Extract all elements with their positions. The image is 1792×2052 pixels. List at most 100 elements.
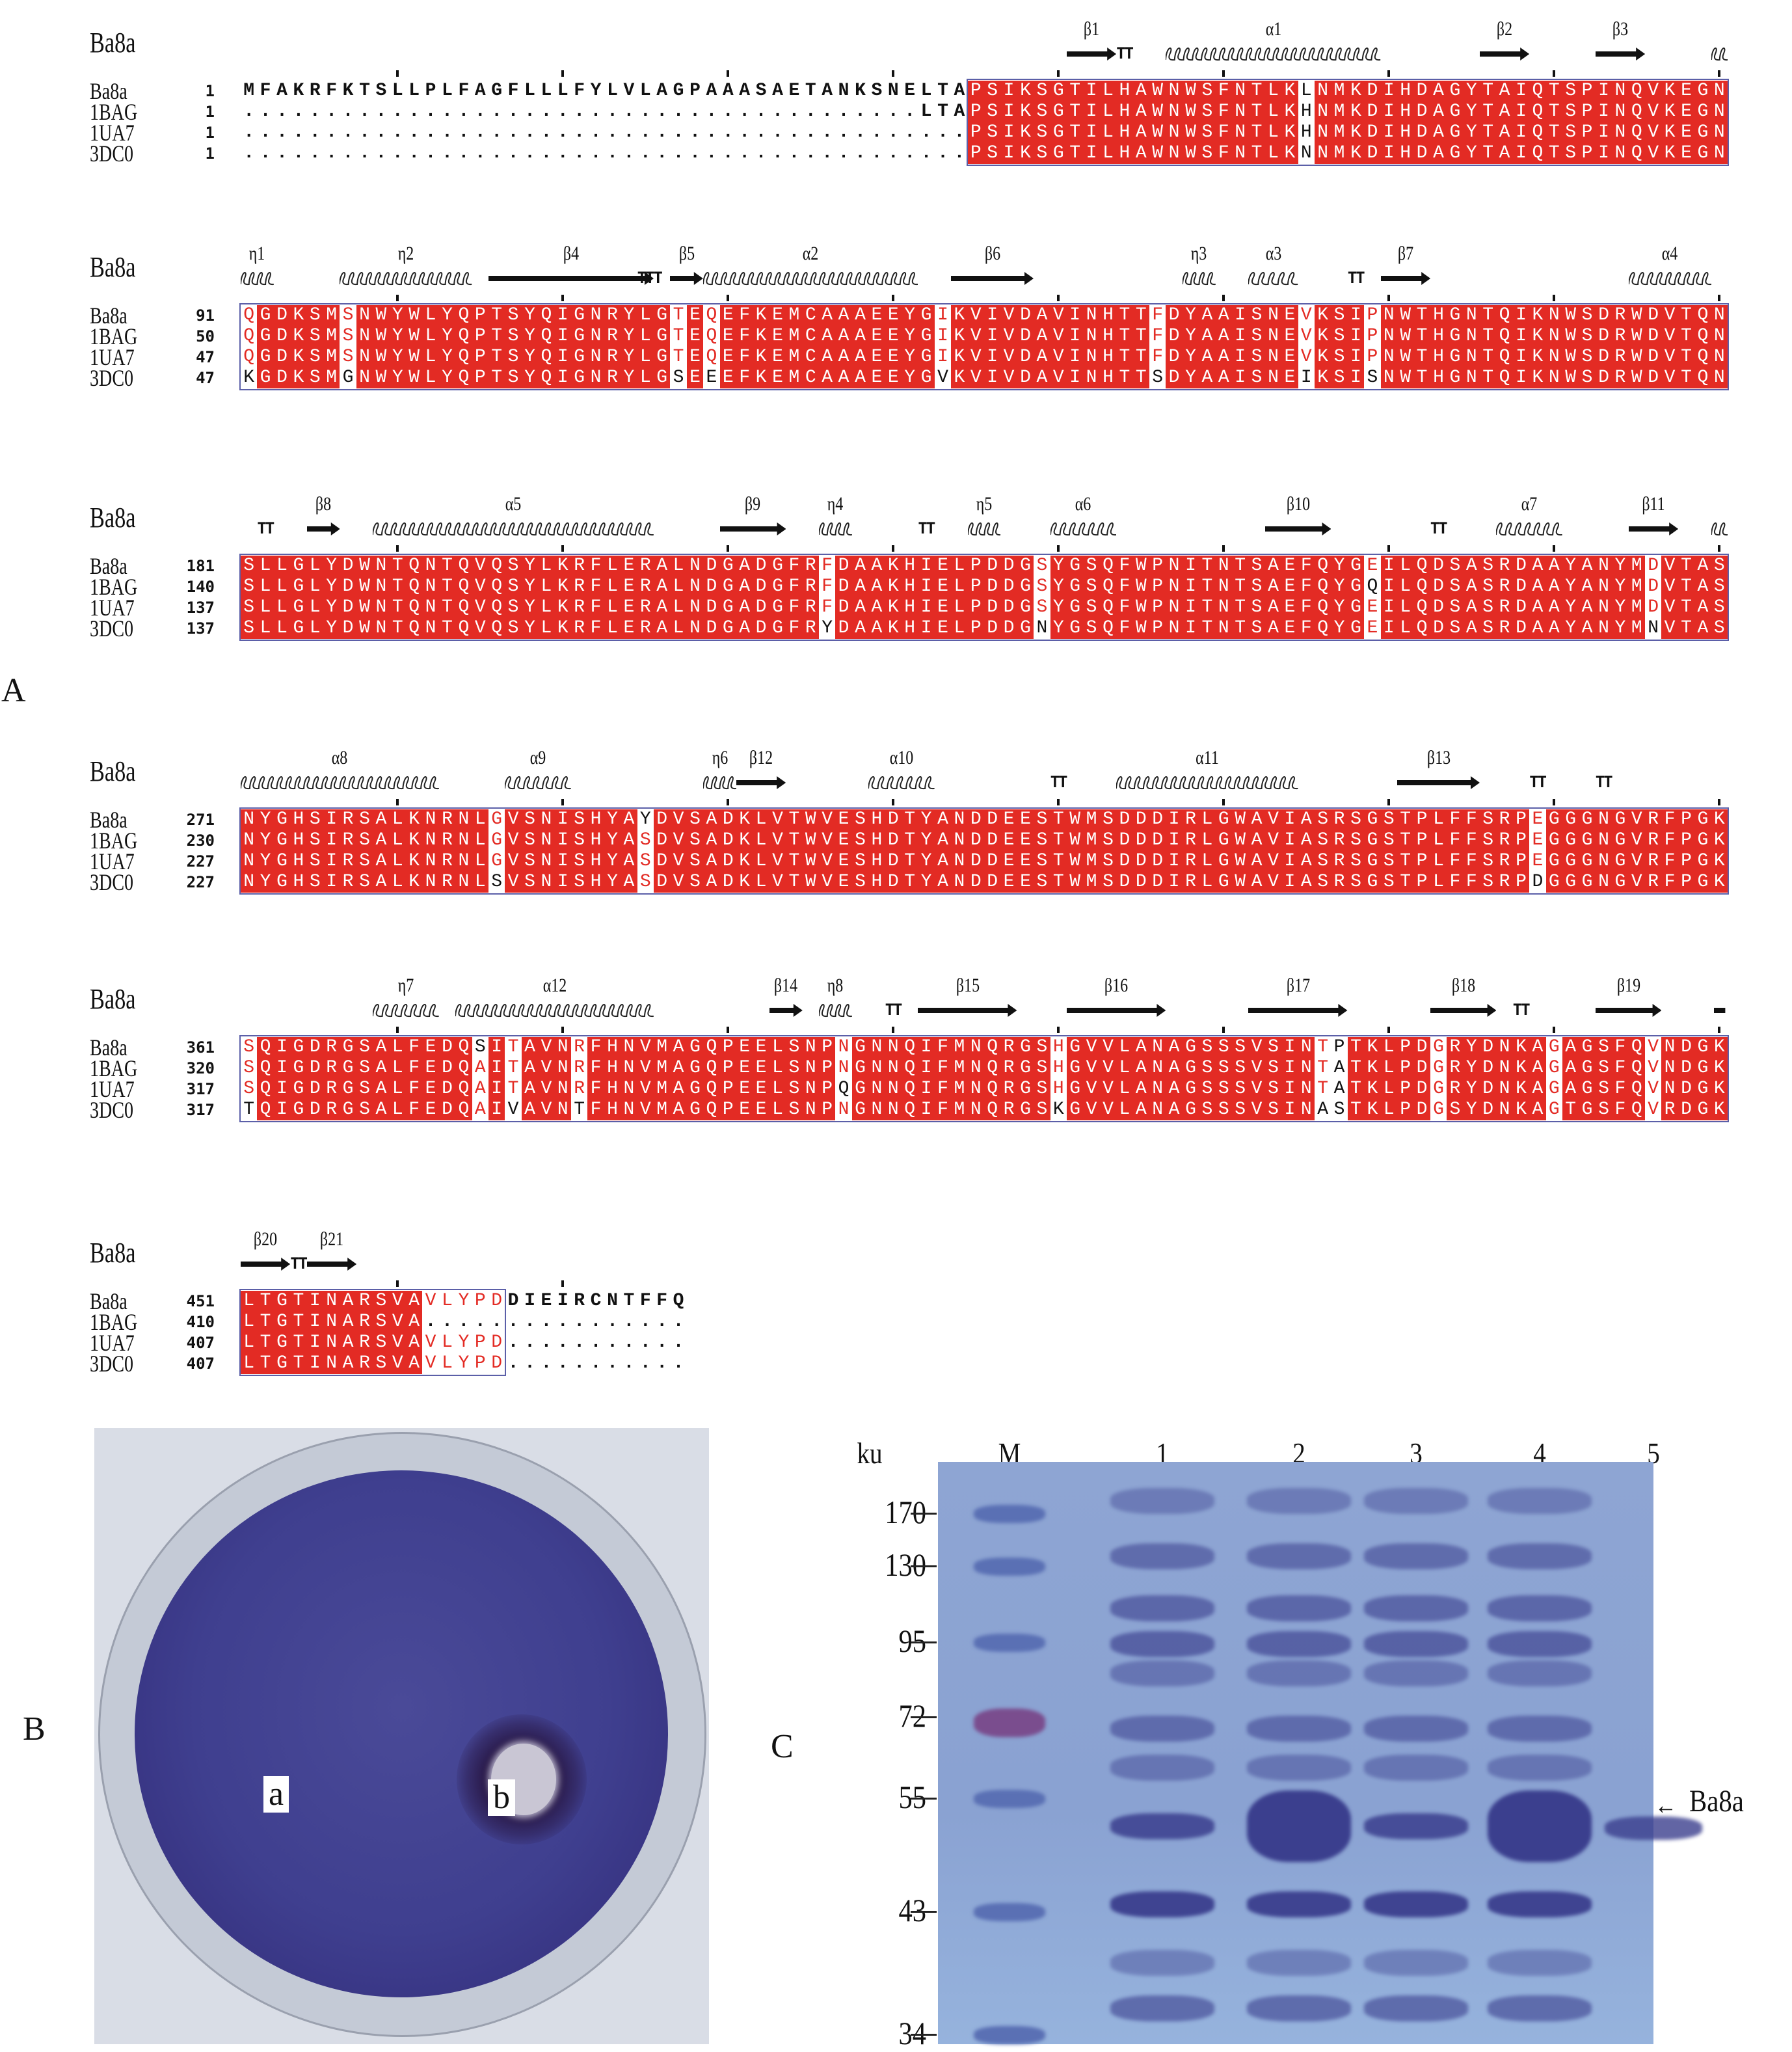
- residue: S: [1579, 368, 1596, 388]
- residue: S: [1034, 101, 1050, 122]
- residue: N: [868, 1037, 885, 1058]
- residue: K: [951, 326, 968, 347]
- residue: V: [1000, 326, 1017, 347]
- residue: A: [703, 809, 720, 830]
- residue: M: [654, 1037, 671, 1058]
- residue: R: [1496, 618, 1513, 639]
- residue: .: [822, 122, 833, 142]
- residue: W: [1149, 122, 1166, 143]
- residue: K: [1512, 1037, 1530, 1058]
- residue: G: [1447, 326, 1464, 347]
- residue: .: [639, 1312, 651, 1332]
- residue: I: [1380, 122, 1397, 143]
- residue: D: [885, 809, 902, 830]
- residue: V: [967, 368, 984, 388]
- residue: T: [389, 556, 406, 576]
- sequence-name: 1UA7: [90, 595, 135, 621]
- residue: .: [788, 143, 800, 163]
- residue: L: [538, 597, 555, 618]
- residue: G: [257, 305, 274, 326]
- residue: F: [406, 1058, 423, 1079]
- residue: S: [306, 809, 323, 830]
- residue: F: [1116, 556, 1133, 576]
- residue: T: [1232, 576, 1249, 597]
- residue: R: [1000, 1079, 1017, 1100]
- residue: D: [1645, 347, 1662, 368]
- residue: K: [1711, 1100, 1728, 1120]
- residue: V: [1264, 809, 1282, 830]
- residue: S: [505, 618, 522, 639]
- residue: D: [1430, 576, 1447, 597]
- sequence-name: Ba8a: [90, 1034, 127, 1060]
- residue: D: [984, 576, 1001, 597]
- residue: .: [474, 101, 486, 122]
- residue: .: [788, 122, 800, 142]
- residue: R: [323, 1037, 340, 1058]
- residue: Q: [703, 305, 720, 326]
- sequence-start-position: 137: [186, 619, 215, 638]
- residue: V: [1264, 851, 1282, 872]
- lane-label: 1: [1156, 1437, 1169, 1470]
- residue: H: [1050, 1058, 1067, 1079]
- residue: P: [472, 368, 488, 388]
- residue: R: [1496, 576, 1513, 597]
- residue: R: [1496, 809, 1513, 830]
- residue: S: [637, 872, 654, 893]
- ss-element-label: β6: [984, 243, 1000, 264]
- residue: L: [1116, 1037, 1133, 1058]
- residue: S: [1199, 122, 1216, 143]
- residue: I: [1512, 326, 1530, 347]
- residue: S: [670, 368, 687, 388]
- residue: Q: [257, 1100, 274, 1120]
- residue: H: [290, 872, 307, 893]
- residue: A: [656, 81, 668, 101]
- sequence-start-position: 47: [196, 369, 215, 387]
- residue: Q: [1694, 326, 1711, 347]
- residue: .: [293, 101, 304, 122]
- residue: K: [1347, 81, 1365, 101]
- residue: S: [340, 326, 356, 347]
- ruler-tick: [1718, 545, 1721, 552]
- residue: T: [902, 830, 918, 851]
- residue: A: [1264, 618, 1282, 639]
- sequence-start-position: 181: [186, 557, 215, 575]
- residue: L: [422, 305, 439, 326]
- residue: M: [1083, 872, 1100, 893]
- residue: K: [1315, 347, 1331, 368]
- residue: .: [689, 143, 701, 163]
- residue: P: [689, 81, 701, 101]
- residue: F: [1298, 576, 1315, 597]
- residue: S: [851, 851, 869, 872]
- residue: Y: [438, 368, 456, 388]
- residue: D: [1413, 81, 1430, 101]
- residue: I: [984, 305, 1001, 326]
- residue: T: [257, 1353, 274, 1374]
- residue: D: [306, 1058, 323, 1079]
- ss-element-label: α3: [1265, 243, 1281, 264]
- residue: A: [406, 1332, 423, 1353]
- residue: A: [1430, 81, 1447, 101]
- residue: S: [637, 851, 654, 872]
- residue: Y: [521, 576, 539, 597]
- residue: A: [1034, 326, 1050, 347]
- residue: F: [1149, 326, 1166, 347]
- residue: H: [604, 1100, 621, 1120]
- residue: T: [1678, 347, 1695, 368]
- helix-icon: [340, 272, 472, 286]
- residue: A: [819, 347, 836, 368]
- residue: G: [1215, 872, 1232, 893]
- residue: L: [1430, 830, 1447, 851]
- residue: L: [389, 872, 406, 893]
- residue: N: [1298, 1100, 1315, 1120]
- residue: Q: [455, 1100, 472, 1120]
- ss-element-label: β20: [253, 1228, 278, 1250]
- residue: I: [488, 1079, 505, 1100]
- residue: T: [438, 597, 456, 618]
- residue: S: [1315, 851, 1331, 872]
- block-title: Ba8a: [90, 502, 136, 533]
- residue: Q: [1413, 618, 1430, 639]
- residue: R: [1645, 851, 1662, 872]
- residue: Y: [621, 368, 637, 388]
- residue: H: [1298, 101, 1315, 122]
- residue: D: [306, 1079, 323, 1100]
